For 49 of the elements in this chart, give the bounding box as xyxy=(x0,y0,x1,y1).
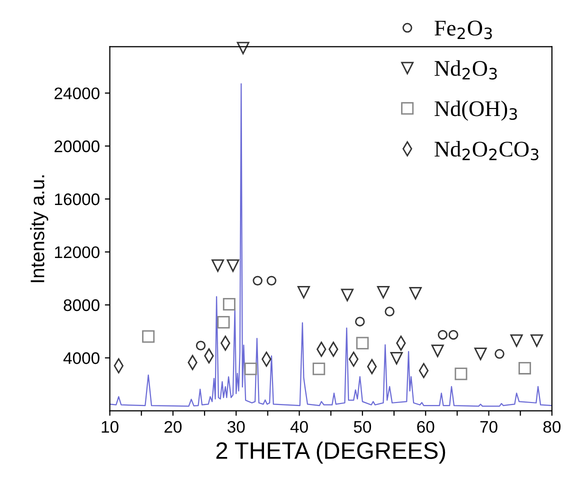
legend-label: Nd(OH)$_{3}$ xyxy=(434,100,517,121)
point xyxy=(142,330,155,343)
point xyxy=(530,334,544,347)
point xyxy=(217,316,230,328)
point xyxy=(356,336,369,350)
point xyxy=(244,362,257,376)
legend-label: Fe$_{2}$O$_{3}$ xyxy=(434,20,492,40)
point xyxy=(494,349,504,359)
point xyxy=(236,42,250,54)
x-tick-label: 50 xyxy=(354,420,372,433)
y-tick-label: 20000 xyxy=(54,140,100,152)
legend-label: Nd$_{2}$O$_{2}$CO$_{3}$ xyxy=(434,141,538,160)
point xyxy=(312,362,326,376)
point xyxy=(196,340,206,350)
x-tick-label: 20 xyxy=(164,420,182,433)
point xyxy=(390,352,403,365)
point xyxy=(448,330,458,340)
y-axis-title: Intensity a.u. xyxy=(30,175,48,282)
y-tick-label: 16000 xyxy=(55,193,100,206)
point xyxy=(341,288,354,302)
point xyxy=(431,344,444,358)
point xyxy=(252,276,262,286)
point xyxy=(297,286,310,298)
x-axis-title: 2 THETA (DEGREES) xyxy=(216,442,446,464)
x-tick-label: 70 xyxy=(480,420,498,433)
line-series xyxy=(110,83,552,407)
point xyxy=(212,259,224,272)
point xyxy=(266,276,276,286)
y-tick-label: 24000 xyxy=(54,87,100,100)
x-tick-label: 10 xyxy=(102,420,118,433)
point xyxy=(510,334,523,347)
x-tick-label: 30 xyxy=(228,420,245,433)
x-tick-label: 40 xyxy=(290,420,308,433)
point xyxy=(222,298,236,310)
point xyxy=(226,259,240,272)
point xyxy=(438,330,448,340)
y-tick-label: 12000 xyxy=(55,246,100,258)
point xyxy=(377,286,390,298)
y-tick-label: 8000 xyxy=(64,299,100,312)
point xyxy=(384,306,394,316)
point xyxy=(355,316,365,326)
x-tick-label: 80 xyxy=(543,420,561,433)
point xyxy=(454,368,468,380)
x-tick-label: 60 xyxy=(417,420,434,433)
point xyxy=(409,287,422,300)
y-tick-label: 4000 xyxy=(63,352,100,364)
point xyxy=(518,362,532,374)
point xyxy=(474,348,487,360)
legend-label: Nd$_{2}$O$_{3}$ xyxy=(434,60,497,80)
